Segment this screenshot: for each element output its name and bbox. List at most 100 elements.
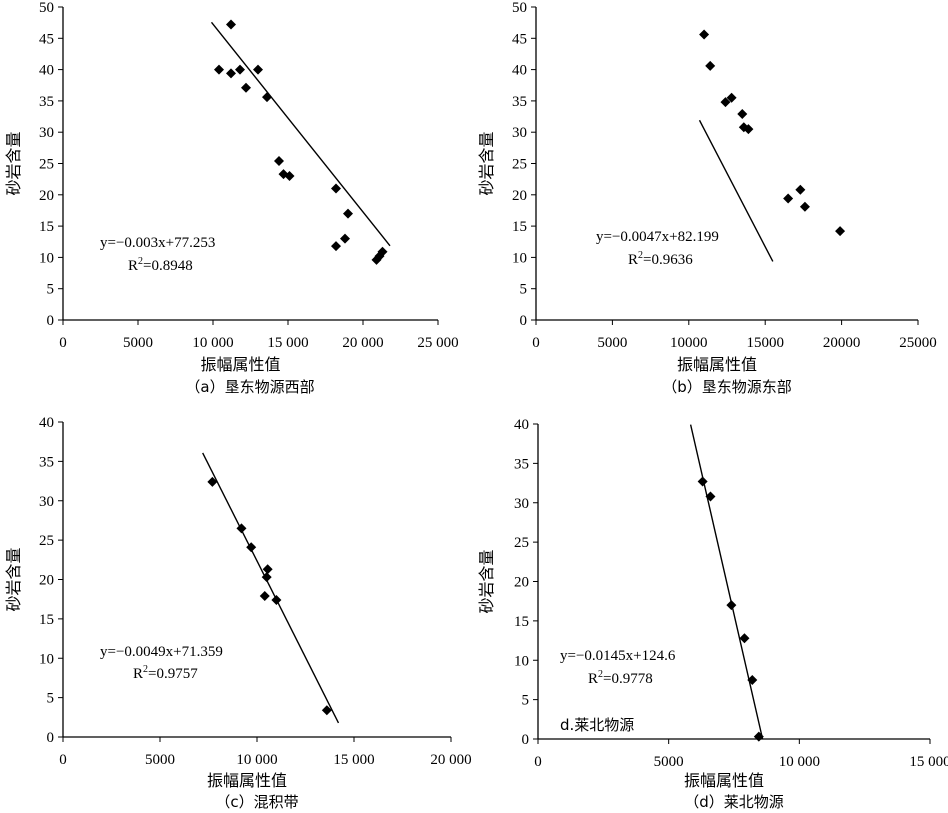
y-tick-label: 40 [39,415,54,431]
y-tick-label: 30 [39,494,54,510]
data-point [331,183,341,194]
x-axis-label: 振幅属性值 [684,771,764,790]
panel-caption: （a）垦东物源西部 [185,378,314,396]
regression-equation: y=−0.0047x+82.199 [596,229,719,245]
data-point [726,600,737,611]
data-point [226,19,236,30]
y-tick-label: 10 [512,250,527,266]
x-tick-label: 5000 [145,752,175,768]
data-point [743,124,754,135]
x-tick-label: 20000 [823,335,861,351]
regression-equation: y=−0.003x+77.253 [100,235,215,251]
x-axis-label: 振幅属性值 [200,355,280,374]
data-point [331,241,341,252]
y-tick-label: 40 [512,63,527,79]
y-tick-label: 20 [39,188,54,204]
y-tick-label: 35 [39,94,54,110]
data-point [343,208,353,219]
y-tick-label: 10 [39,651,54,667]
r-squared: R2=0.8948 [128,256,193,274]
x-tick-label: 0 [532,335,540,351]
data-point [259,591,270,602]
panel-caption: （c）混积带 [215,793,298,811]
trendline [202,452,340,724]
y-axis-label: 砂岩含量 [4,131,23,195]
x-tick-label: 10000 [670,335,708,351]
y-tick-label: 35 [512,94,527,110]
x-tick-label: 10 000 [192,335,233,351]
data-point [262,564,273,575]
y-tick-label: 25 [512,157,527,173]
y-axis-label: 砂岩含量 [477,549,496,613]
data-point [799,201,810,212]
data-point [214,64,224,75]
x-tick-label: 25000 [899,335,937,351]
x-tick-label: 20 000 [430,752,471,768]
data-point [377,246,388,257]
data-point [284,171,295,182]
x-tick-label: 15 000 [909,754,948,770]
chart-panel-2: 0 5 10 15 20 25 30 35 40 45 50 0 5000 10000 15000 20000… [477,0,937,396]
data-point [340,233,350,244]
x-tick-label: 20 000 [342,335,383,351]
y-tick-label: 0 [520,313,528,329]
data-point [835,226,846,237]
data-point [783,193,794,204]
data-point [720,97,731,108]
regression-equation: y=−0.0049x+71.359 [100,644,223,660]
data-point [261,572,272,583]
panel-annotation: d.莱北物源 [560,716,634,734]
r-squared: R2=0.9778 [588,669,653,687]
data-point [321,705,332,716]
chart-panel-3: 0 5 10 15 20 25 30 35 40 0 5000 10 000 15 000 20 000 振… [4,415,472,811]
y-tick-label: 0 [47,730,55,746]
x-tick-label: 10 000 [236,752,277,768]
y-tick-label: 5 [520,282,528,298]
r-squared: R2=0.9757 [133,664,198,682]
panel-caption: （b）垦东物源东部 [662,378,792,396]
data-point [271,594,282,605]
chart-panel-1: 0 5 10 15 20 25 30 35 40 45 50 0 5000 10 000 15 000 20 … [4,0,459,396]
data-point [274,155,284,166]
y-tick-label: 50 [39,0,54,16]
x-tick-label: 0 [59,335,67,351]
x-tick-label: 0 [59,752,67,768]
y-axis-label: 砂岩含量 [477,131,496,195]
x-tick-label: 15 000 [333,752,374,768]
trendline [210,21,391,247]
trendline [698,119,774,262]
y-tick-label: 15 [39,219,54,235]
panel-caption: （d）莱北物源 [684,793,784,811]
data-point [705,491,716,502]
x-tick-label: 5000 [654,754,684,770]
regression-equation: y=−0.0145x+124.6 [560,648,676,664]
x-tick-label: 15000 [746,335,784,351]
data-point [235,64,245,75]
y-tick-label: 5 [47,691,55,707]
data-point [253,64,263,75]
data-point [226,68,236,79]
x-tick-label: 25 000 [417,335,458,351]
trendline [689,424,764,739]
x-tick-label: 10 000 [779,754,820,770]
data-point [207,476,218,487]
y-tick-label: 25 [39,533,54,549]
data-point [236,523,247,534]
data-point [241,82,251,93]
x-axis-label: 振幅属性值 [207,771,287,790]
y-tick-label: 45 [39,31,54,47]
data-point [753,731,764,742]
y-tick-label: 10 [39,250,54,266]
y-tick-label: 20 [514,575,529,591]
x-tick-label: 15 000 [267,335,308,351]
y-tick-label: 15 [512,219,527,235]
data-point [699,29,710,40]
data-point [697,476,708,487]
r-squared: R2=0.9636 [628,250,693,268]
data-point [371,254,382,265]
data-point [747,674,758,685]
data-point [705,60,716,71]
y-tick-label: 25 [39,157,54,173]
data-point [246,542,257,553]
